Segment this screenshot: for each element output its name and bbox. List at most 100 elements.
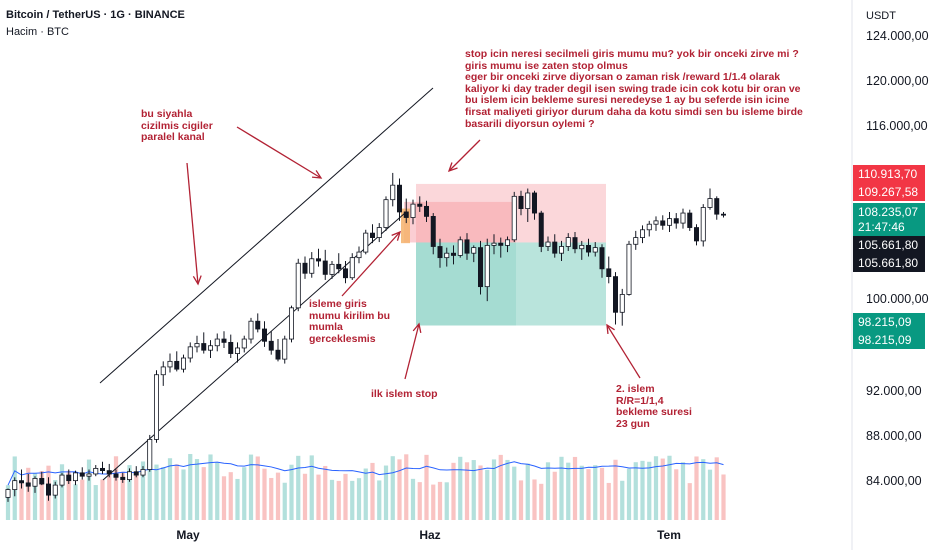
candle-body bbox=[214, 338, 220, 347]
volume-bar bbox=[647, 461, 652, 520]
candle-body bbox=[187, 346, 193, 359]
volume-bar bbox=[613, 459, 618, 520]
candle-body bbox=[559, 246, 565, 254]
candle-body bbox=[444, 252, 450, 259]
volume-bar bbox=[390, 456, 395, 520]
candle-body bbox=[572, 237, 578, 250]
volume-bar bbox=[363, 468, 368, 520]
volume-bar bbox=[208, 454, 213, 520]
candle-body bbox=[52, 484, 58, 496]
candle-body bbox=[471, 247, 477, 254]
candle-body bbox=[518, 195, 524, 209]
candle-body bbox=[484, 244, 490, 288]
chart-title: Bitcoin / TetherUS · 1G · BINANCE bbox=[6, 9, 185, 21]
second-trade-annotation[interactable]: 2. islem R/R=1/1,4 bekleme suresi 23 gun bbox=[616, 383, 692, 430]
volume-bar bbox=[640, 460, 645, 520]
volume-bar bbox=[437, 481, 443, 520]
x-tick-label: May bbox=[176, 528, 200, 542]
volume-bar bbox=[181, 469, 186, 520]
candle-body bbox=[504, 239, 510, 246]
candle-body bbox=[255, 320, 261, 330]
stop-price-tag: 110.913,70 bbox=[853, 165, 925, 183]
volume-bar bbox=[161, 467, 166, 520]
volume-bar bbox=[323, 465, 328, 520]
candle-body bbox=[221, 338, 227, 343]
volume-bar bbox=[680, 462, 686, 520]
candle-body bbox=[383, 199, 389, 228]
volume-bar bbox=[653, 456, 659, 520]
candle-body bbox=[586, 244, 592, 253]
volume-bar bbox=[248, 454, 254, 520]
candle-body bbox=[261, 328, 267, 342]
volume-indicator-label[interactable]: Hacim · BTC bbox=[6, 26, 69, 38]
question-annotation[interactable]: stop icin neresi secilmeli giris mumu mu… bbox=[465, 48, 803, 130]
candle-body bbox=[633, 237, 639, 245]
volume-bar bbox=[140, 461, 146, 520]
candle-body bbox=[599, 247, 605, 270]
volume-bar bbox=[397, 459, 402, 520]
candle-body bbox=[390, 184, 396, 201]
volume-bar bbox=[19, 483, 24, 520]
volume-bar bbox=[498, 454, 503, 520]
arrow-to-upper-channel bbox=[236, 126, 322, 179]
y-tick-label: 116.000,00 bbox=[866, 119, 928, 133]
volume-bar bbox=[26, 467, 31, 520]
volume-bar bbox=[633, 462, 638, 520]
candle-body bbox=[376, 227, 382, 238]
candle-body bbox=[356, 251, 362, 259]
countdown-tag: 21:47:46 bbox=[853, 218, 925, 236]
stop-price-tag: 109.267,58 bbox=[853, 183, 925, 201]
candle-body bbox=[18, 480, 24, 484]
volume-bar bbox=[404, 454, 409, 520]
candle-body bbox=[302, 262, 308, 274]
candle-body bbox=[336, 263, 342, 270]
volume-bar bbox=[235, 478, 240, 520]
candle-body bbox=[180, 357, 186, 370]
volume-bar bbox=[343, 473, 348, 520]
entry-price-tag: 105.661,80 bbox=[853, 254, 925, 272]
volume-bar bbox=[53, 480, 58, 520]
volume-bar bbox=[417, 482, 422, 520]
volume-bar bbox=[275, 472, 281, 520]
volume-bar bbox=[100, 479, 105, 520]
volume-bar bbox=[451, 462, 456, 520]
candle-body bbox=[525, 192, 531, 209]
volume-bar bbox=[579, 465, 584, 520]
candle-body bbox=[106, 470, 112, 475]
candle-body bbox=[450, 252, 456, 256]
candle-body bbox=[5, 489, 11, 498]
volume-bar bbox=[80, 479, 85, 520]
arrow-to-entry-candle-head bbox=[391, 230, 402, 241]
candle-body bbox=[464, 239, 470, 254]
candle-body bbox=[430, 215, 436, 247]
currency-unit[interactable]: USDT bbox=[866, 10, 896, 22]
volume-bar bbox=[525, 463, 530, 520]
volume-bar bbox=[694, 456, 699, 520]
volume-bar bbox=[424, 454, 429, 520]
candle-body bbox=[477, 247, 483, 288]
x-tick-label: Tem bbox=[657, 528, 681, 542]
candle-body bbox=[680, 212, 686, 224]
candle-body bbox=[46, 483, 52, 496]
entry-annotation[interactable]: isleme giris mumu kirilim bu mumla gerce… bbox=[309, 298, 391, 345]
volume-bar bbox=[302, 473, 308, 520]
arrow-to-upper-channel-head bbox=[311, 170, 323, 179]
candle-body bbox=[714, 198, 720, 215]
volume-bar bbox=[127, 465, 132, 520]
volume-bar bbox=[269, 477, 274, 520]
volume-bar bbox=[255, 456, 260, 520]
volume-bar bbox=[485, 469, 490, 520]
stop-annotation[interactable]: ilk islem stop bbox=[371, 388, 438, 400]
candle-body bbox=[86, 473, 92, 477]
candle-body bbox=[282, 338, 288, 360]
volume-bar bbox=[599, 467, 605, 520]
volume-bar bbox=[66, 470, 71, 520]
volume-bar bbox=[59, 464, 65, 520]
candle-body bbox=[73, 472, 79, 482]
candle-body bbox=[687, 212, 693, 228]
volume-bar bbox=[134, 475, 139, 520]
channel-annotation[interactable]: bu siyahla cizilmis cigiler paralel kana… bbox=[141, 108, 213, 144]
volume-bar bbox=[194, 459, 200, 520]
